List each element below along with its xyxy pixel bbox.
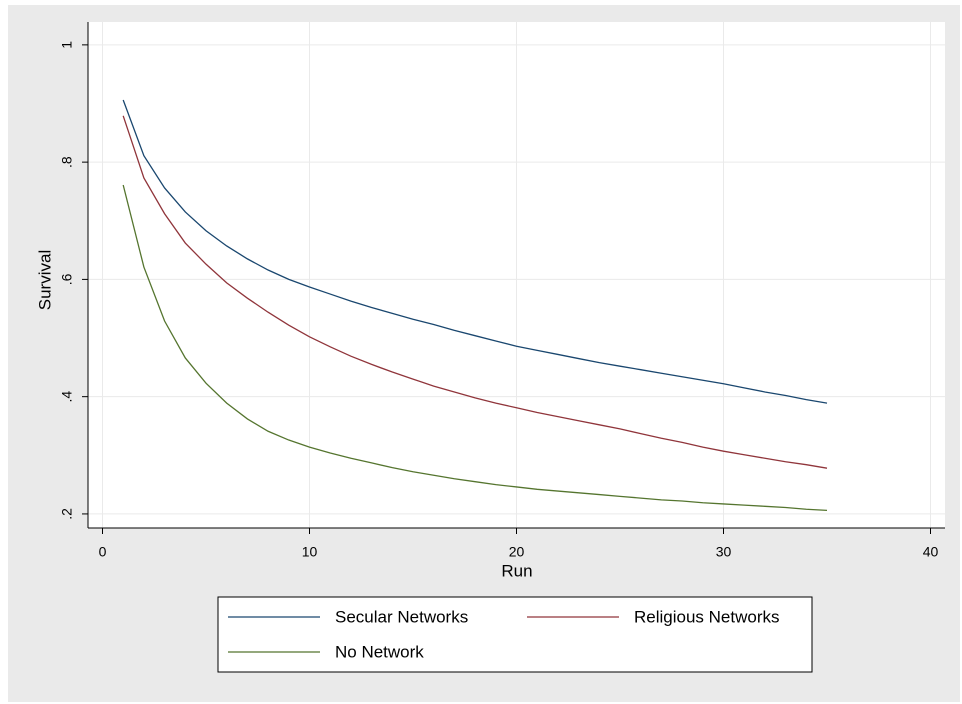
legend-box	[217, 596, 813, 673]
x-tick-label: 0	[99, 544, 107, 560]
x-axis-label: Run	[501, 561, 532, 580]
data-line	[122, 115, 828, 469]
y-tick-label: .4	[59, 391, 75, 403]
legend-label: Religious Networks	[634, 607, 780, 626]
x-tick-label: 40	[923, 544, 939, 560]
y-tick-label: .8	[59, 156, 75, 168]
x-tick-label: 20	[509, 544, 525, 560]
legend-label: Secular Networks	[335, 607, 468, 626]
data-line	[122, 99, 828, 404]
x-tick-label: 30	[716, 544, 732, 560]
data-line	[122, 184, 828, 512]
y-axis-label: Survival	[35, 250, 54, 310]
x-tick-label: 10	[302, 544, 318, 560]
y-tick-label: 1	[59, 41, 75, 49]
y-tick-label: .2	[59, 508, 75, 520]
y-tick-label: .6	[59, 273, 75, 285]
legend-label: No Network	[335, 642, 424, 661]
